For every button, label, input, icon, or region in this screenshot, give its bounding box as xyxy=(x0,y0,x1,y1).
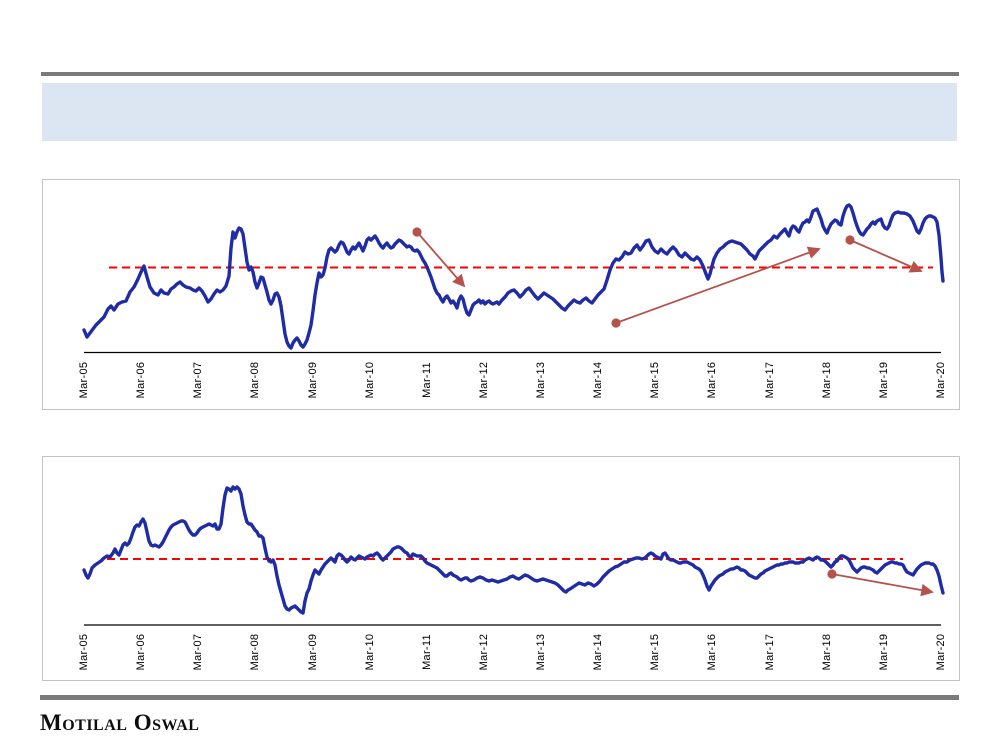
header-rule xyxy=(41,72,959,76)
x-tick-label-bottom: Mar-15 xyxy=(649,633,662,671)
x-tick-label-bottom: Mar-20 xyxy=(935,633,947,671)
x-tick-label-bottom: Mar-06 xyxy=(135,633,148,671)
footer-rule xyxy=(40,695,959,700)
x-tick-label-top: Mar-06 xyxy=(135,361,148,399)
x-tick-label-top: Mar-18 xyxy=(820,361,833,399)
x-tick-label-bottom: Mar-13 xyxy=(535,633,548,671)
x-tick-label-top: Mar-17 xyxy=(763,361,776,399)
x-tick-label-top: Mar-05 xyxy=(78,361,90,399)
x-tick-label-bottom: Mar-18 xyxy=(820,633,833,671)
x-tick-label-bottom: Mar-16 xyxy=(706,633,719,671)
x-tick-label-bottom: Mar-17 xyxy=(763,633,776,671)
title-banner xyxy=(42,83,957,141)
x-tick-label-top: Mar-15 xyxy=(649,361,662,399)
x-tick-label-bottom: Mar-05 xyxy=(78,633,90,671)
x-tick-label-top: Mar-16 xyxy=(706,361,719,399)
x-tick-label-bottom: Mar-10 xyxy=(363,633,376,671)
x-tick-label-top: Mar-20 xyxy=(935,361,947,399)
x-tick-label-bottom: Mar-14 xyxy=(592,633,605,671)
x-tick-label-bottom: Mar-12 xyxy=(477,633,490,671)
x-tick-label-bottom: Mar-11 xyxy=(420,634,433,670)
x-tick-label-bottom: Mar-08 xyxy=(249,633,262,671)
x-tick-label-bottom: Mar-19 xyxy=(877,633,890,671)
x-tick-label-top: Mar-09 xyxy=(306,361,319,399)
x-tick-label-top: Mar-07 xyxy=(192,361,205,399)
x-tick-label-top: Mar-12 xyxy=(477,361,490,399)
x-tick-label-top: Mar-14 xyxy=(592,361,605,399)
x-tick-label-bottom: Mar-07 xyxy=(192,633,205,671)
x-tick-label-top: Mar-11 xyxy=(420,362,433,398)
x-tick-label-top: Mar-19 xyxy=(877,361,890,399)
x-tick-label-top: Mar-10 xyxy=(363,361,376,399)
x-tick-label-top: Mar-08 xyxy=(249,361,262,399)
motilal-oswal-logo: Motilal Oswal xyxy=(40,710,200,735)
x-tick-label-top: Mar-13 xyxy=(535,361,548,399)
x-tick-label-bottom: Mar-09 xyxy=(306,633,319,671)
